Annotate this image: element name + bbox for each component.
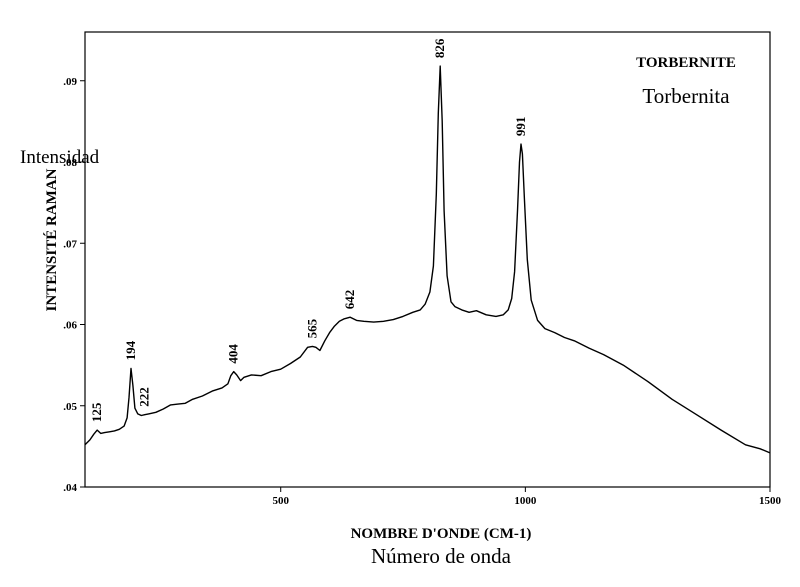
y-axis-ticks: .04 .05 .06 .07 .08 .09 bbox=[63, 76, 85, 494]
chart-subtitle: Torbernita bbox=[642, 84, 730, 108]
plot-frame bbox=[84, 31, 771, 488]
peak-labels: 125 194 222 404 565 642 826 991 bbox=[89, 38, 528, 422]
y-axis-title: INTENSITÉ RAMAN bbox=[43, 168, 60, 311]
x-tick-label: 1500 bbox=[759, 495, 782, 507]
y-tick-label: .07 bbox=[63, 238, 77, 250]
peak-label-404: 404 bbox=[226, 344, 241, 364]
peak-label-642: 642 bbox=[342, 290, 357, 310]
spectrum-line bbox=[84, 65, 771, 454]
y-tick-label: .08 bbox=[63, 157, 77, 169]
x-axis-ticks: 500 1000 1500 bbox=[272, 487, 782, 507]
chart-title: TORBERNITE bbox=[636, 55, 736, 71]
y-axis-title-secondary: Intensidad bbox=[20, 147, 100, 168]
y-tick-label: .09 bbox=[63, 76, 77, 88]
peak-label-194: 194 bbox=[123, 340, 138, 360]
y-tick-label: .05 bbox=[63, 401, 77, 413]
x-axis-title-secondary: Número de onda bbox=[371, 544, 512, 568]
y-tick-label: .06 bbox=[63, 320, 77, 332]
peak-label-125: 125 bbox=[89, 402, 104, 422]
peak-label-222: 222 bbox=[137, 387, 152, 407]
x-tick-label: 500 bbox=[272, 495, 289, 507]
peak-label-565: 565 bbox=[305, 318, 320, 338]
peak-label-826: 826 bbox=[432, 38, 447, 58]
x-tick-label: 1000 bbox=[514, 495, 537, 507]
x-axis-title: NOMBRE D'ONDE (CM-1) bbox=[351, 526, 532, 542]
y-tick-label: .04 bbox=[63, 482, 77, 494]
peak-label-991: 991 bbox=[513, 117, 528, 137]
